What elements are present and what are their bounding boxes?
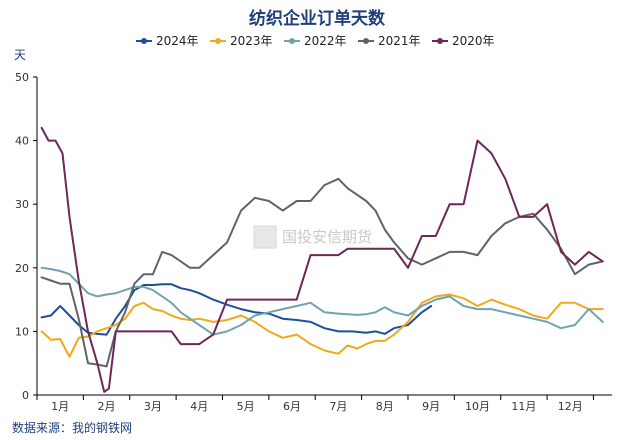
y-tick-label: 30 [15, 198, 29, 211]
series-line-2021年 [40, 177, 604, 368]
y-tick-label: 0 [22, 389, 29, 402]
y-axis-unit: 天 [14, 48, 26, 62]
legend-marker-icon [363, 38, 369, 44]
legend-label: 2022年 [304, 34, 347, 48]
x-tick-label: 10月 [465, 400, 490, 413]
x-axis: 1月 2月 3月 4月 5月 6月 7月 8月 9月 10月 11月 12月 [36, 394, 612, 413]
y-axis: 0 10 20 30 40 50 [15, 71, 38, 402]
series-line-2020年 [40, 126, 604, 393]
y-tick-label: 40 [15, 135, 29, 148]
x-tick-label: 2月 [98, 400, 116, 413]
legend-label: 2023年 [230, 34, 273, 48]
legend-marker-icon [289, 38, 295, 44]
legend: 2024年 2023年 2022年 2021年 2020年 [136, 34, 495, 48]
legend-label: 2024年 [156, 34, 199, 48]
x-tick-label: 6月 [283, 400, 301, 413]
x-tick-label: 9月 [422, 400, 440, 413]
chart-title: 纺织企业订单天数 [249, 8, 386, 29]
x-tick-label: 11月 [511, 400, 536, 413]
series-line-2023年 [40, 293, 604, 358]
legend-marker-icon [141, 38, 147, 44]
legend-marker-icon [437, 38, 443, 44]
x-tick-label: 7月 [329, 400, 347, 413]
watermark: 国投安信期货 [253, 225, 372, 249]
watermark-logo-icon [253, 225, 277, 249]
y-tick-label: 10 [15, 325, 29, 338]
y-tick-label: 20 [15, 262, 29, 275]
source-note: 数据来源：我的钢铁网 [12, 420, 132, 435]
legend-item: 2022年 [284, 34, 347, 48]
x-tick-label: 12月 [558, 400, 583, 413]
legend-label: 2020年 [452, 34, 495, 48]
y-tick-label: 50 [15, 71, 29, 84]
x-tick-label: 3月 [144, 400, 162, 413]
watermark-text: 国投安信期货 [282, 228, 372, 246]
x-tick-label: 5月 [237, 400, 255, 413]
legend-item: 2023年 [210, 34, 273, 48]
x-tick-label: 4月 [190, 400, 208, 413]
legend-item: 2021年 [358, 34, 421, 48]
series-line-2022年 [40, 266, 604, 336]
legend-label: 2021年 [378, 34, 421, 48]
x-tick-label: 8月 [376, 400, 394, 413]
series-group [40, 126, 604, 393]
series-line-2024年 [40, 283, 433, 336]
legend-item: 2024年 [136, 34, 199, 48]
legend-marker-icon [215, 38, 221, 44]
x-tick-label: 1月 [51, 400, 69, 413]
legend-item: 2020年 [432, 34, 495, 48]
